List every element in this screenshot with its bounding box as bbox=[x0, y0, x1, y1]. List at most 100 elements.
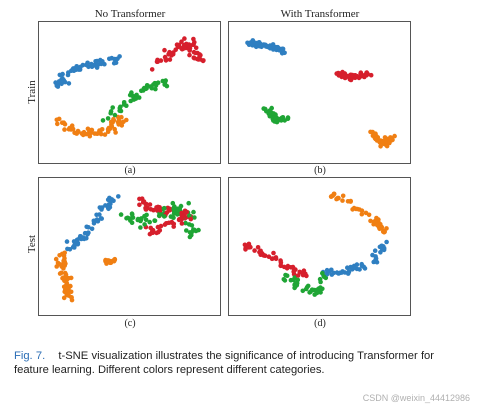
scatter-point-red bbox=[288, 265, 294, 270]
scatter-point-red bbox=[360, 73, 366, 79]
scatter-point-green bbox=[133, 96, 139, 101]
scatter-point-orange bbox=[58, 262, 63, 267]
scatter-point-orange bbox=[340, 198, 345, 203]
scatter-point-red bbox=[162, 222, 168, 227]
scatter-point-orange bbox=[345, 199, 351, 204]
scatter-point-blue bbox=[89, 226, 95, 232]
panel-label-a: (a) bbox=[124, 165, 136, 176]
scatter-point-red bbox=[191, 49, 197, 55]
scatter-point-green bbox=[282, 278, 288, 283]
scatter-point-red bbox=[180, 214, 186, 220]
scatter-point-orange bbox=[387, 140, 392, 146]
scatter-point-blue bbox=[267, 46, 273, 51]
scatter-point-red bbox=[291, 269, 296, 275]
scatter-point-blue bbox=[345, 271, 351, 276]
scatter-point-red bbox=[155, 224, 161, 230]
scatter-point-green bbox=[282, 118, 287, 123]
scatter-point-orange bbox=[102, 132, 108, 137]
scatter-point-blue bbox=[95, 219, 101, 224]
scatter-plot-c bbox=[53, 194, 201, 303]
scatter-point-green bbox=[308, 289, 313, 295]
scatter-point-blue bbox=[372, 248, 378, 253]
scatter-point-blue bbox=[359, 263, 365, 268]
scatter-point-green bbox=[267, 113, 273, 119]
scatter-point-orange bbox=[119, 114, 124, 120]
scatter-point-blue bbox=[99, 59, 105, 64]
scatter-point-green bbox=[293, 281, 299, 286]
scatter-point-red bbox=[148, 225, 153, 231]
scatter-point-red bbox=[192, 55, 197, 61]
scatter-point-orange bbox=[65, 289, 71, 295]
scatter-point-red bbox=[173, 47, 178, 52]
scatter-point-green bbox=[186, 200, 191, 206]
scatter-point-orange bbox=[63, 272, 69, 277]
scatter-point-red bbox=[166, 220, 172, 226]
watermark: CSDN @weixin_44412986 bbox=[362, 393, 470, 403]
scatter-point-green bbox=[184, 228, 189, 233]
scatter-point-orange bbox=[62, 250, 67, 256]
scatter-point-red bbox=[281, 264, 287, 270]
scatter-point-orange bbox=[116, 122, 121, 127]
scatter-point-green bbox=[314, 287, 320, 293]
scatter-point-red bbox=[157, 208, 163, 213]
scatter-point-green bbox=[135, 216, 141, 222]
scatter-point-red bbox=[179, 39, 184, 44]
scatter-point-blue bbox=[90, 63, 96, 68]
scatter-point-blue bbox=[53, 80, 58, 85]
scatter-point-red bbox=[295, 273, 301, 278]
scatter-point-orange bbox=[56, 116, 62, 122]
scatter-point-green bbox=[100, 118, 106, 123]
scatter-point-blue bbox=[264, 43, 269, 49]
scatter-point-green bbox=[134, 92, 139, 98]
scatter-point-red bbox=[262, 253, 268, 258]
scatter-point-orange bbox=[69, 123, 75, 128]
scatter-point-orange bbox=[359, 211, 365, 217]
scatter-point-blue bbox=[64, 239, 70, 244]
scatter-point-green bbox=[304, 285, 310, 290]
scatter-point-green bbox=[147, 219, 152, 225]
scatter-point-green bbox=[162, 82, 167, 87]
scatter-point-red bbox=[246, 245, 252, 250]
scatter-point-green bbox=[128, 98, 133, 104]
scatter-point-orange bbox=[340, 193, 346, 199]
scatter-point-orange bbox=[368, 218, 373, 224]
panel-label-d: (d) bbox=[314, 318, 326, 329]
scatter-point-red bbox=[177, 217, 182, 222]
scatter-point-red bbox=[255, 245, 261, 250]
scatter-point-red bbox=[155, 57, 160, 63]
scatter-point-blue bbox=[371, 259, 376, 265]
scatter-point-blue bbox=[74, 65, 79, 71]
scatter-point-red bbox=[364, 70, 370, 75]
scatter-point-green bbox=[118, 104, 123, 110]
scatter-point-blue bbox=[55, 84, 61, 89]
scatter-point-blue bbox=[280, 46, 286, 52]
scatter-point-orange bbox=[99, 127, 105, 132]
scatter-point-orange bbox=[53, 256, 59, 262]
scatter-point-blue bbox=[56, 79, 62, 84]
scatter-point-orange bbox=[374, 222, 380, 228]
scatter-point-green bbox=[171, 215, 176, 220]
scatter-point-red bbox=[252, 248, 257, 253]
scatter-point-red bbox=[278, 260, 284, 265]
scatter-point-orange bbox=[374, 136, 379, 142]
scatter-point-orange bbox=[57, 271, 63, 276]
panel-d bbox=[228, 177, 411, 316]
scatter-point-red bbox=[163, 58, 169, 63]
scatter-point-blue bbox=[354, 262, 360, 267]
scatter-point-red bbox=[183, 210, 188, 216]
scatter-point-green bbox=[295, 277, 301, 283]
scatter-point-red bbox=[273, 256, 279, 262]
scatter-point-orange bbox=[363, 210, 369, 216]
scatter-point-blue bbox=[65, 246, 70, 252]
scatter-point-green bbox=[171, 206, 176, 212]
panel-c bbox=[38, 177, 221, 316]
scatter-point-green bbox=[110, 105, 115, 110]
scatter-point-green bbox=[193, 228, 199, 234]
scatter-point-red bbox=[147, 202, 153, 207]
caption-fig-number: Fig. 7. bbox=[14, 350, 46, 362]
scatter-plot-a bbox=[53, 36, 206, 139]
scatter-point-green bbox=[191, 209, 196, 215]
scatter-point-green bbox=[300, 288, 306, 294]
scatter-point-red bbox=[148, 207, 154, 212]
scatter-point-green bbox=[142, 222, 147, 227]
